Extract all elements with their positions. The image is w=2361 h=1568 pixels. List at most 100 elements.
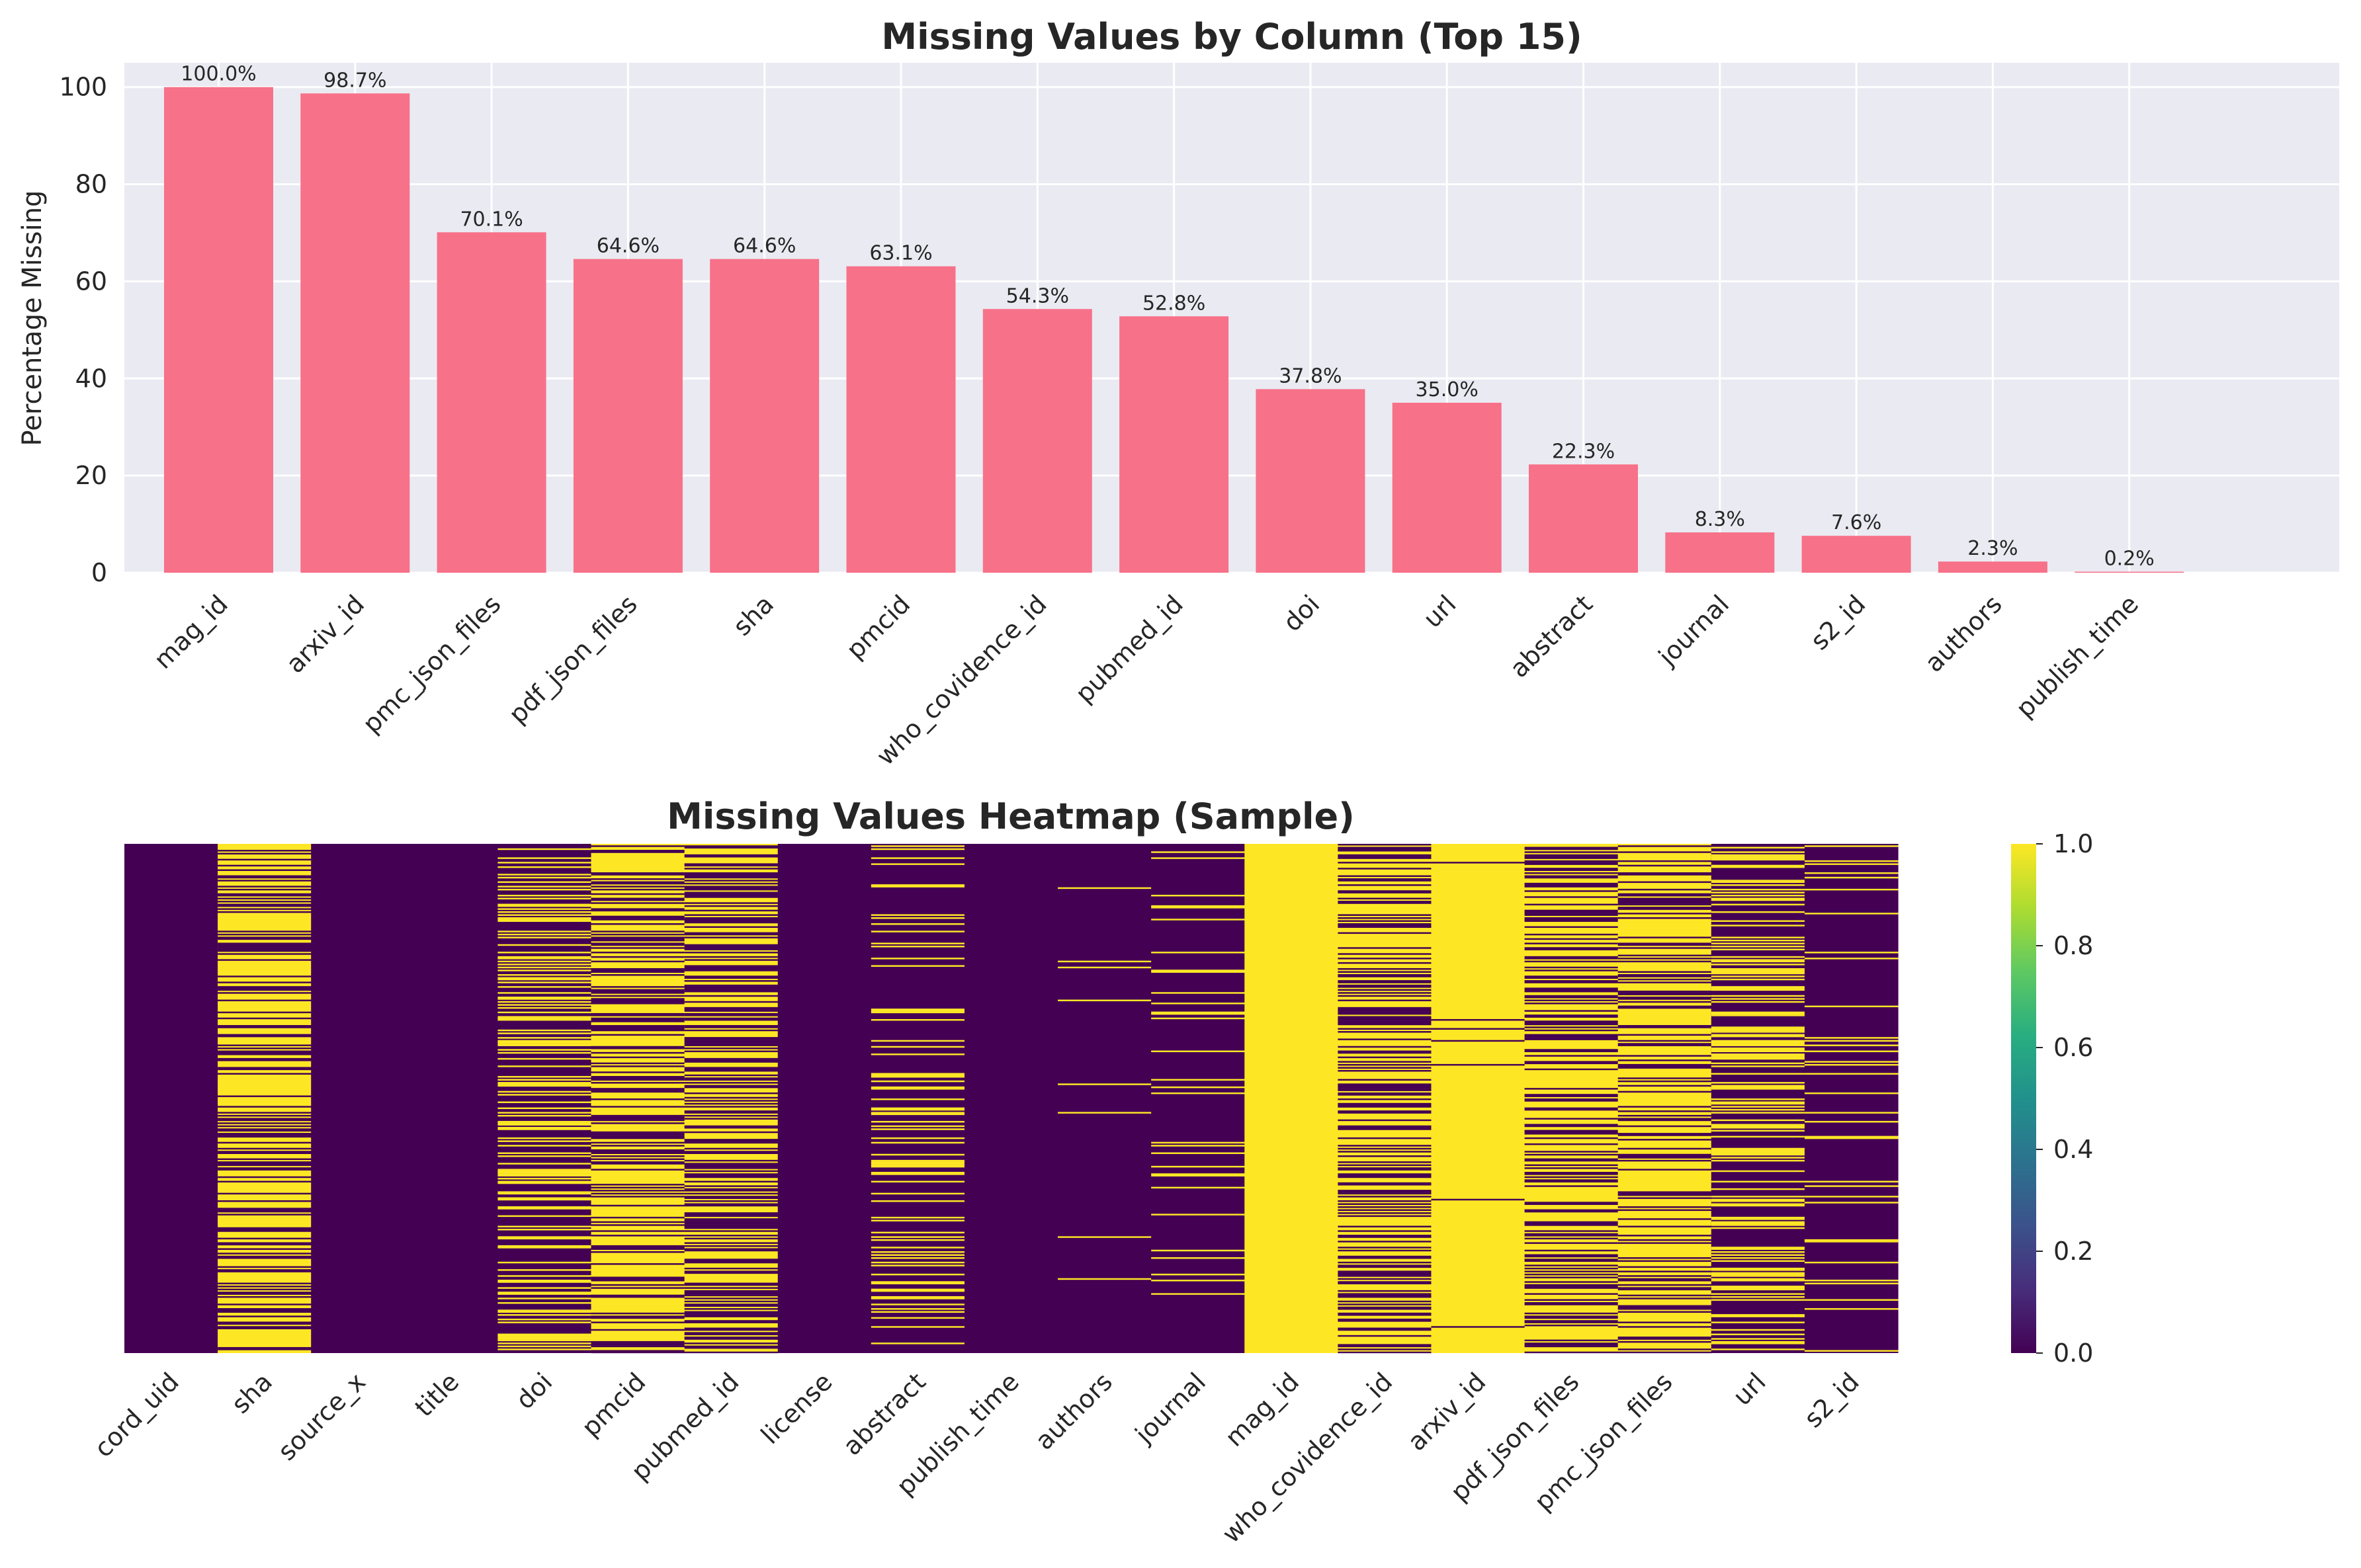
heatmap-cell [1524,1284,1619,1286]
heatmap-cell [218,1035,312,1038]
heatmap-cell [1711,1188,1805,1190]
heatmap-cell [591,1351,685,1354]
heatmap-cell [1524,882,1619,885]
heatmap-cell [1524,869,1619,871]
heatmap-cell [1711,1011,1805,1014]
heatmap-cell [684,1242,779,1244]
heatmap-cell [684,893,779,895]
heatmap-cell [591,1077,685,1079]
heatmap-cell [218,1192,312,1195]
heatmap-cell [1338,1017,1432,1020]
heatmap-cell [684,1044,779,1046]
bar-y-tick-label: 20 [75,461,107,490]
heatmap-cell [218,1125,312,1128]
heatmap-cell [871,1251,965,1253]
heatmap-cell [1711,1012,1805,1015]
heatmap-cell [684,1192,779,1195]
heatmap-cell [1524,1133,1619,1135]
heatmap-cell [218,1158,312,1161]
heatmap-cell [1524,1260,1619,1262]
heatmap-cell [1151,971,1245,973]
heatmap-cell [1711,1149,1805,1151]
heatmap-cell [591,1276,685,1278]
heatmap-cell [1524,1315,1619,1317]
bar-y-tick-label: 60 [75,267,107,296]
heatmap-cell [1711,1088,1805,1090]
heatmap-cell [1617,1005,1712,1008]
heatmap-cell [497,1337,592,1339]
heatmap-cell [684,1102,779,1105]
heatmap-cell [1711,1055,1805,1057]
heatmap-cell [218,1230,312,1232]
heatmap-cell [684,948,779,950]
heatmap-cell [218,1303,312,1305]
heatmap-cell [1524,1342,1619,1344]
heatmap-cell [218,986,312,988]
heatmap-cell [1524,1164,1619,1167]
heatmap-cell [497,1180,592,1183]
bar-y-axis-label: Percentage Missing [17,190,48,446]
bar-pmcid [846,266,956,573]
heatmap-cell [591,1294,685,1297]
heatmap-cell [1338,1300,1432,1303]
heatmap-cell [1524,851,1619,853]
heatmap-cell [1151,1214,1245,1216]
heatmap-cell [684,1141,779,1144]
heatmap-cell [1617,1270,1712,1272]
heatmap-cell [1711,1272,1805,1274]
heatmap-cell [1524,1237,1619,1240]
heatmap-cell [497,1245,592,1247]
heatmap-cell [1338,1110,1432,1112]
heatmap-cell [591,1133,685,1135]
heatmap-column-license [777,844,872,1353]
heatmap-cell [497,1171,592,1174]
heatmap-cell [1711,1147,1805,1150]
heatmap-cell [684,984,779,987]
heatmap-cell [1804,1005,1899,1008]
heatmap-cell [1524,1345,1619,1348]
heatmap-cell [218,933,312,936]
heatmap-column-sha [218,844,312,1353]
heatmap-cell [497,1311,592,1313]
heatmap-cell [1711,1200,1805,1202]
heatmap-cell [591,1118,685,1120]
heatmap-cell [497,1001,592,1003]
heatmap-cell [1711,1082,1805,1084]
heatmap-cell [1151,1017,1245,1020]
heatmap-cell [684,1029,779,1032]
heatmap-cell [1711,1108,1805,1111]
heatmap-column-s2-id [1804,844,1899,1353]
heatmap-cell [684,921,779,924]
heatmap-cell [1711,1124,1805,1126]
heatmap-cell [1617,971,1712,973]
heatmap-cell [218,1346,312,1349]
heatmap-cell [591,992,685,994]
bar-value-label: 35.0% [1416,378,1479,401]
heatmap-cell [1524,926,1619,928]
heatmap-cell [1338,1294,1432,1297]
heatmap-cell [1524,1351,1619,1354]
heatmap-cell [1711,891,1805,893]
heatmap-cell [591,881,685,884]
bar-x-tick-label: publish_time [2010,589,2144,723]
heatmap-cell [871,1247,965,1249]
heatmap-cell [1804,888,1899,891]
heatmap-cell [1338,1011,1432,1014]
heatmap-cell [1804,1180,1899,1183]
heatmap-cell [684,995,779,997]
heatmap-cell [497,1348,592,1350]
heatmap-cell [1524,1131,1619,1134]
heatmap-cell [218,1011,312,1014]
heatmap-cell [497,1037,592,1039]
heatmap-cell [1804,913,1899,915]
heatmap-cell [1338,932,1432,934]
heatmap-cell [497,1016,592,1018]
heatmap-cell [1617,975,1712,977]
heatmap-cell [1524,1034,1619,1036]
heatmap-cell [1617,974,1712,976]
heatmap-cell [497,1128,592,1130]
heatmap-cell [497,1280,592,1282]
heatmap-cell [497,848,592,850]
heatmap-cell [1804,863,1899,865]
bar-s2-id [1801,536,1911,573]
